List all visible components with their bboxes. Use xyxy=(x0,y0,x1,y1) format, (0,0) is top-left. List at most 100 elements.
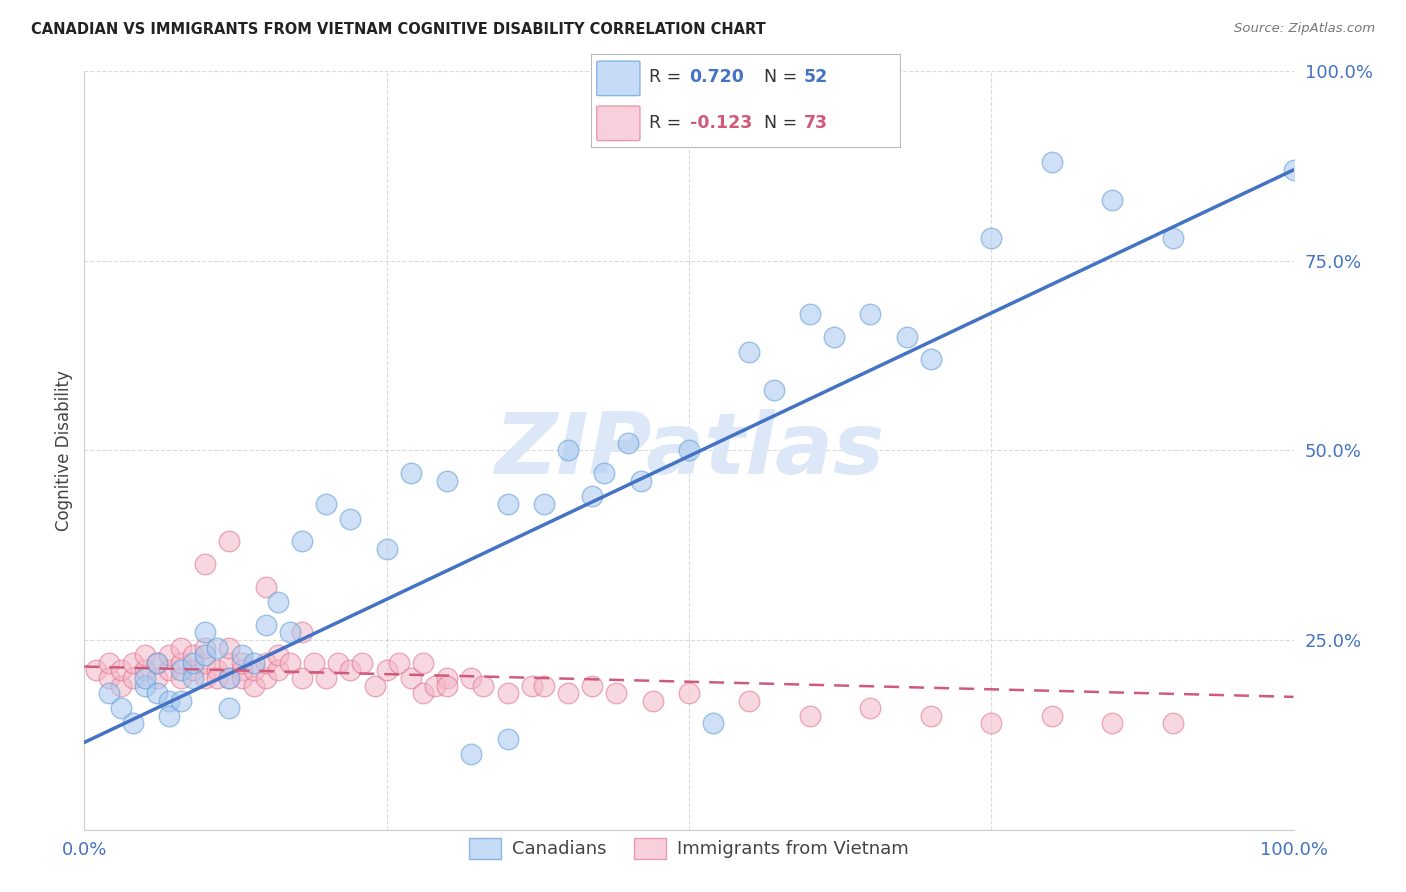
Point xyxy=(436,678,458,692)
Point xyxy=(170,656,193,670)
Point xyxy=(315,496,337,510)
Point xyxy=(157,708,180,723)
Point xyxy=(339,512,361,526)
Point xyxy=(181,671,204,685)
Point xyxy=(896,330,918,344)
Point xyxy=(146,656,169,670)
Point xyxy=(134,671,156,685)
Text: CANADIAN VS IMMIGRANTS FROM VIETNAM COGNITIVE DISABILITY CORRELATION CHART: CANADIAN VS IMMIGRANTS FROM VIETNAM COGN… xyxy=(31,22,766,37)
FancyBboxPatch shape xyxy=(596,106,640,141)
Point xyxy=(557,686,579,700)
Point xyxy=(302,656,325,670)
Point xyxy=(460,747,482,761)
Point xyxy=(218,701,240,715)
Point xyxy=(121,656,143,670)
Point xyxy=(617,436,640,450)
Text: 0.720: 0.720 xyxy=(689,69,744,87)
Point xyxy=(702,716,724,731)
Point xyxy=(134,678,156,692)
Point xyxy=(581,489,603,503)
Point xyxy=(278,625,301,640)
Point xyxy=(254,617,277,632)
Point xyxy=(110,678,132,692)
Point xyxy=(980,716,1002,731)
Point xyxy=(436,671,458,685)
Point xyxy=(375,664,398,678)
Point xyxy=(218,671,240,685)
Point xyxy=(315,671,337,685)
Text: 52: 52 xyxy=(804,69,828,87)
Point xyxy=(1101,194,1123,208)
Point xyxy=(533,678,555,692)
Point xyxy=(678,686,700,700)
Point xyxy=(375,542,398,557)
Point xyxy=(496,731,519,746)
Point xyxy=(207,640,229,655)
Point xyxy=(242,656,264,670)
Point xyxy=(207,664,229,678)
Point xyxy=(278,656,301,670)
Point xyxy=(1040,708,1063,723)
Point xyxy=(231,671,253,685)
Point xyxy=(291,625,314,640)
Point xyxy=(146,656,169,670)
Point xyxy=(472,678,495,692)
Point xyxy=(399,467,422,481)
Point xyxy=(218,534,240,549)
Point xyxy=(110,701,132,715)
Point xyxy=(738,694,761,708)
Point xyxy=(194,640,217,655)
Point xyxy=(557,443,579,458)
Point xyxy=(97,671,120,685)
Point xyxy=(678,443,700,458)
Point xyxy=(388,656,411,670)
Point xyxy=(920,352,942,367)
Point xyxy=(254,671,277,685)
Point xyxy=(267,664,290,678)
Point xyxy=(630,474,652,488)
Point xyxy=(194,671,217,685)
Point xyxy=(593,467,616,481)
Point xyxy=(267,648,290,662)
Point xyxy=(520,678,543,692)
Point xyxy=(218,640,240,655)
Text: N =: N = xyxy=(763,114,803,132)
Point xyxy=(352,656,374,670)
Point xyxy=(412,656,434,670)
Point xyxy=(859,307,882,321)
Point xyxy=(738,344,761,359)
Point xyxy=(254,580,277,594)
Point xyxy=(533,496,555,510)
Point xyxy=(110,664,132,678)
Point xyxy=(823,330,845,344)
Point xyxy=(146,671,169,685)
Point xyxy=(242,664,264,678)
Text: ZIPatlas: ZIPatlas xyxy=(494,409,884,492)
Point xyxy=(799,307,821,321)
Text: 73: 73 xyxy=(804,114,828,132)
Point xyxy=(86,664,108,678)
Point xyxy=(363,678,385,692)
Point xyxy=(157,648,180,662)
Point xyxy=(859,701,882,715)
Point xyxy=(207,671,229,685)
Point xyxy=(980,231,1002,245)
Point xyxy=(170,671,193,685)
Point xyxy=(460,671,482,685)
Point xyxy=(1101,716,1123,731)
Point xyxy=(399,671,422,685)
Point xyxy=(157,664,180,678)
FancyBboxPatch shape xyxy=(596,61,640,95)
Text: R =: R = xyxy=(650,114,688,132)
Point xyxy=(146,686,169,700)
Point xyxy=(194,656,217,670)
Point xyxy=(1040,155,1063,169)
Point xyxy=(436,474,458,488)
Point xyxy=(412,686,434,700)
Point xyxy=(194,625,217,640)
Point xyxy=(242,678,264,692)
Point xyxy=(267,595,290,609)
Point xyxy=(1161,231,1184,245)
Point xyxy=(97,656,120,670)
Point xyxy=(134,664,156,678)
